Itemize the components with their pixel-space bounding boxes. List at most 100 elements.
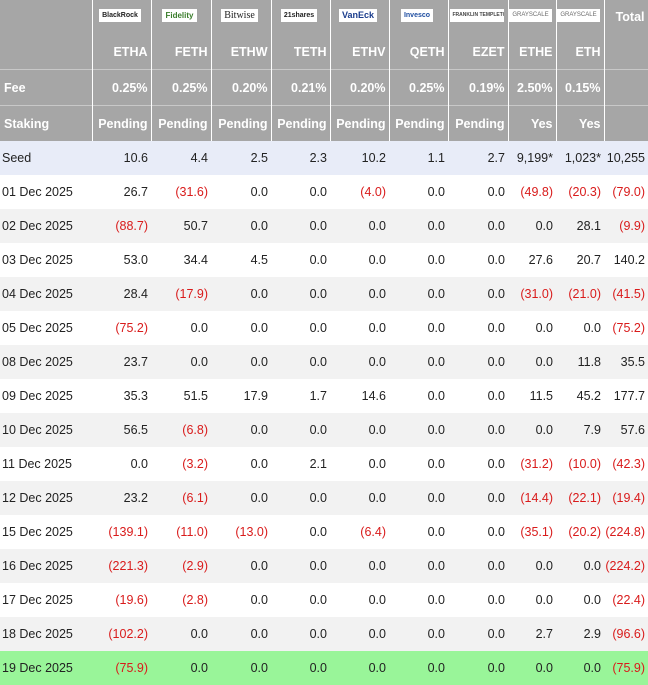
daily-flow-row: 03 Dec 2025 53.0 34.4 4.5 0.0 0.0 0.0 0.0 27.6 20… <box>0 243 648 277</box>
flow-cell: 0.0 <box>448 549 508 583</box>
flow-cell: 0.0 <box>271 413 330 447</box>
flow-cell: 0.0 <box>250 593 268 607</box>
flow-cell: 0.0 <box>535 321 553 335</box>
flow-cell: 2.1 <box>309 457 327 471</box>
total-cell: (224.8) <box>605 525 645 539</box>
flow-cell: 0.0 <box>271 345 330 379</box>
flow-cell: (31.6) <box>175 185 208 199</box>
flow-cell: 28.1 <box>556 209 604 243</box>
flow-cell: 0.0 <box>427 389 445 403</box>
flow-cell: (19.6) <box>115 593 148 607</box>
daily-flow-row: 04 Dec 2025 28.4 (17.9) 0.0 0.0 0.0 0.0 0.0 (31.… <box>0 277 648 311</box>
fee-cell: 0.15% <box>556 69 605 106</box>
flow-cell: 0.0 <box>368 457 386 471</box>
flow-cell: 0.0 <box>309 253 327 267</box>
flow-cell: 0.0 <box>389 345 448 379</box>
ticker-cell: ETHA <box>92 34 152 70</box>
flow-cell: 7.9 <box>556 413 604 447</box>
flow-cell: (75.2) <box>115 321 148 335</box>
flow-cell: 0.0 <box>389 651 448 685</box>
total-cell: (75.2) <box>612 321 645 335</box>
flow-cell: 23.7 <box>92 345 151 379</box>
flow-cell: 0.0 <box>250 321 268 335</box>
total-cell: (41.5) <box>604 277 648 311</box>
fee-row: Fee 0.25% 0.25% 0.20% 0.21% 0.20% 0.25% … <box>0 69 648 106</box>
flow-cell: (14.4) <box>508 481 556 515</box>
flow-cell: 0.0 <box>508 651 556 685</box>
staking-cell: Pending <box>389 105 449 141</box>
flow-cell: (6.1) <box>151 481 211 515</box>
flow-cell: 0.0 <box>211 345 271 379</box>
flow-cell: (49.8) <box>520 185 553 199</box>
flow-cell: 11.5 <box>529 389 553 403</box>
date-cell: 01 Dec 2025 <box>2 185 73 199</box>
date-cell: 03 Dec 2025 <box>2 253 73 267</box>
total-cell: (96.6) <box>604 617 648 651</box>
flow-cell: 4.4 <box>151 141 211 175</box>
flow-cell: (31.2) <box>520 457 553 471</box>
total-cell: (9.9) <box>604 209 648 243</box>
fee-label: Fee <box>0 69 93 106</box>
vaneck-logo: VanEck <box>338 9 378 22</box>
flow-cell: 51.5 <box>183 389 208 403</box>
flow-cell: 0.0 <box>330 209 389 243</box>
flow-cell: 2.3 <box>271 141 330 175</box>
grayscale-logo: GRAYSCALE <box>509 9 552 22</box>
flow-cell: (10.0) <box>568 457 601 471</box>
fee-cell: 0.25% <box>389 69 449 106</box>
flow-cell: 11.8 <box>556 345 604 379</box>
date-cell: 11 Dec 2025 <box>2 457 72 471</box>
flow-cell: 0.0 <box>271 617 330 651</box>
flow-cell: 0.0 <box>508 549 556 583</box>
flow-cell: 0.0 <box>427 593 445 607</box>
flow-cell: 0.0 <box>309 525 327 539</box>
flow-cell: 0.0 <box>389 481 448 515</box>
ticker-row: ETHA FETH ETHW TETH ETHV QETH EZET ETHE … <box>0 34 648 70</box>
flow-cell: 0.0 <box>271 481 330 515</box>
flow-cell: 0.0 <box>368 593 386 607</box>
staking-total-cell <box>604 105 648 141</box>
flow-cell: 0.0 <box>427 253 445 267</box>
flow-cell: 0.0 <box>309 593 327 607</box>
flow-cell: (20.3) <box>568 185 601 199</box>
ticker-cell: ETHE <box>508 34 557 70</box>
flow-cell: 20.7 <box>576 253 601 267</box>
ticker-row-label <box>0 34 93 70</box>
flow-cell: 0.0 <box>448 413 508 447</box>
flow-cell: 0.0 <box>190 321 208 335</box>
date-cell: 16 Dec 2025 <box>0 549 92 583</box>
date-cell: 04 Dec 2025 <box>0 277 92 311</box>
daily-flow-row: 02 Dec 2025 (88.7) 50.7 0.0 0.0 0.0 0.0 0.0 0.0 2… <box>0 209 648 243</box>
flow-cell: 0.0 <box>583 593 601 607</box>
issuer-logo-row: BlackRock Fidelity Bitwise 21shares VanE… <box>0 0 648 34</box>
daily-flow-row: 11 Dec 2025 0.0 (3.2) 0.0 2.1 0.0 0.0 0.0 (31.2)… <box>0 447 648 481</box>
total-cell: 140.2 <box>613 253 645 267</box>
flow-cell: 0.0 <box>535 593 553 607</box>
flow-cell: 1.1 <box>389 141 448 175</box>
ticker-total-cell <box>604 34 648 70</box>
fee-cell: 2.50% <box>508 69 557 106</box>
fee-cell: 0.20% <box>211 69 272 106</box>
grayscale-mini-logo: GRAYSCALE <box>557 9 600 22</box>
date-cell: 08 Dec 2025 <box>0 345 92 379</box>
total-cell: (75.9) <box>604 651 648 685</box>
staking-cell: Pending <box>211 105 272 141</box>
daily-flow-row: 10 Dec 2025 56.5 (6.8) 0.0 0.0 0.0 0.0 0.0 0.0 7.… <box>0 413 648 447</box>
flow-cell: 53.0 <box>123 253 148 267</box>
total-cell: 35.5 <box>604 345 648 379</box>
flow-cell: 0.0 <box>330 481 389 515</box>
daily-flow-row: 05 Dec 2025 (75.2) 0.0 0.0 0.0 0.0 0.0 0.0 0.0 0.… <box>0 311 648 345</box>
flow-cell: 10.2 <box>330 141 389 175</box>
flow-cell: (35.1) <box>520 525 553 539</box>
date-cell: 05 Dec 2025 <box>2 321 73 335</box>
flow-cell: 0.0 <box>330 345 389 379</box>
flow-cell: (221.3) <box>92 549 151 583</box>
flow-cell: 0.0 <box>330 413 389 447</box>
flow-cell: (21.0) <box>556 277 604 311</box>
flow-cell: 0.0 <box>271 549 330 583</box>
fee-cell: 0.21% <box>271 69 331 106</box>
flow-cell: (17.9) <box>151 277 211 311</box>
flow-cell: 0.0 <box>130 457 148 471</box>
fee-cell: 0.19% <box>448 69 509 106</box>
staking-cell: Yes <box>508 105 557 141</box>
